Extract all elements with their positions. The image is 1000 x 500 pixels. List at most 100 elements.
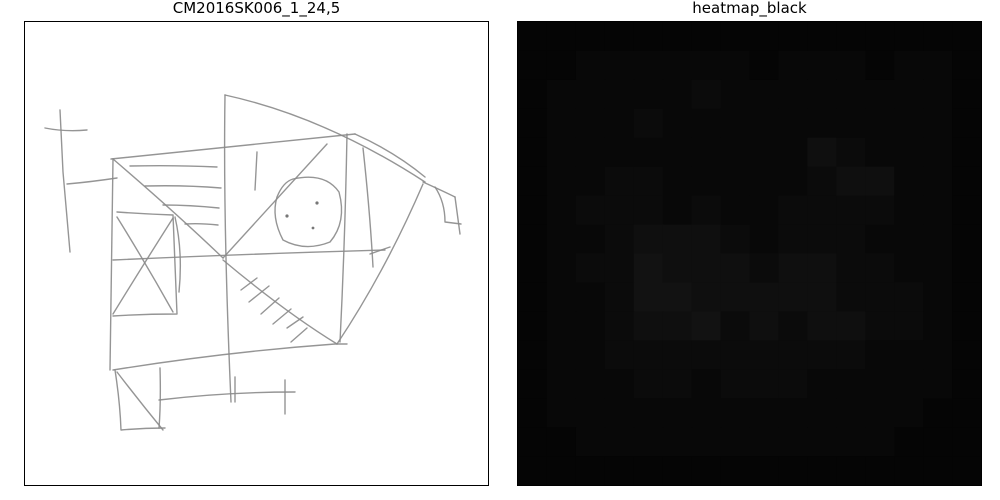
heatmap-cell: [836, 108, 866, 139]
heatmap-cell: [518, 456, 548, 485]
heatmap-cell: [807, 253, 837, 283]
heatmap-cell: [923, 108, 953, 139]
heatmap-cell: [575, 224, 606, 254]
heatmap-cell: [749, 369, 779, 399]
heatmap-cell: [807, 50, 837, 81]
heatmap-cell: [546, 253, 577, 283]
heatmap-cell: [778, 311, 808, 341]
sketch-stroke: [422, 181, 456, 198]
sketch-stroke: [158, 367, 162, 429]
heatmap-cell: [836, 398, 866, 428]
heatmap-cell: [952, 195, 981, 226]
heatmap-cell: [749, 311, 779, 341]
heatmap-cell: [546, 282, 577, 312]
heatmap-cell: [749, 456, 779, 485]
heatmap-cell: [952, 398, 981, 428]
heatmap-cell: [807, 311, 837, 341]
heatmap-cell: [720, 137, 750, 168]
heatmap-cell: [691, 456, 722, 485]
sketch-stroke: [114, 369, 166, 431]
heatmap-cell: [778, 282, 808, 312]
heatmap-cell: [518, 137, 548, 168]
heatmap-cell: [546, 108, 577, 139]
heatmap-cell: [836, 166, 866, 197]
heatmap-cell: [894, 369, 924, 399]
heatmap-cell: [518, 340, 548, 370]
heatmap-cell: [952, 22, 981, 52]
heatmap-cell: [720, 398, 750, 428]
heatmap-cell: [807, 195, 837, 226]
heatmap-cell: [865, 369, 895, 399]
heatmap-cell: [633, 398, 664, 428]
heatmap-cell: [778, 195, 808, 226]
heatmap-cell: [836, 369, 866, 399]
heatmap-cell: [691, 340, 722, 370]
heatmap-cell: [865, 22, 895, 52]
heatmap-cell: [546, 398, 577, 428]
sketch-drawing: [44, 94, 462, 431]
heatmap-cell: [604, 456, 635, 485]
heatmap-cell: [691, 22, 722, 52]
heatmap-cell: [720, 22, 750, 52]
heatmap-cell: [633, 195, 664, 226]
heatmap-cell: [778, 398, 808, 428]
heatmap-cell: [633, 224, 664, 254]
sketch-stroke: [260, 297, 280, 315]
heatmap-cell: [807, 282, 837, 312]
heatmap-cell: [952, 50, 981, 81]
heatmap-cell: [778, 108, 808, 139]
heatmap-cell: [691, 166, 722, 197]
heatmap-cell: [691, 108, 722, 139]
sketch-stroke: [369, 246, 391, 255]
heatmap-cell: [923, 79, 953, 110]
heatmap-cell: [720, 108, 750, 139]
heatmap-cell: [691, 253, 722, 283]
heatmap-cell: [575, 369, 606, 399]
heatmap-cell: [575, 79, 606, 110]
heatmap-cell: [662, 108, 693, 139]
heatmap-cell: [691, 311, 722, 341]
heatmap-cell: [749, 166, 779, 197]
sketch-dot: [285, 214, 289, 218]
heatmap-cell: [518, 79, 548, 110]
heatmap-cell: [923, 195, 953, 226]
heatmap-cell: [952, 427, 981, 457]
heatmap-cell: [720, 50, 750, 81]
heatmap-panel: [517, 21, 982, 486]
sketch-stroke: [158, 391, 296, 401]
heatmap-cell: [836, 456, 866, 485]
heatmap-cell: [749, 137, 779, 168]
heatmap-cell: [807, 340, 837, 370]
heatmap-cell: [633, 282, 664, 312]
heatmap-cell: [546, 311, 577, 341]
heatmap-cell: [518, 224, 548, 254]
heatmap-cell: [604, 224, 635, 254]
sketch-stroke: [272, 308, 292, 325]
heatmap-cell: [836, 311, 866, 341]
heatmap-cell: [749, 195, 779, 226]
heatmap-cell: [546, 369, 577, 399]
heatmap-cell: [894, 311, 924, 341]
heatmap-cell: [518, 253, 548, 283]
heatmap-cell: [923, 427, 953, 457]
heatmap-cell: [575, 311, 606, 341]
heatmap-cell: [575, 166, 606, 197]
heatmap-cell: [807, 369, 837, 399]
heatmap-cell: [546, 456, 577, 485]
sketch-stroke: [354, 133, 426, 178]
heatmap-cell: [546, 340, 577, 370]
heatmap-cell: [662, 369, 693, 399]
heatmap-cell: [923, 311, 953, 341]
heatmap-cell: [575, 50, 606, 81]
heatmap-cell: [923, 369, 953, 399]
heatmap-cell: [604, 340, 635, 370]
heatmap-cell: [894, 224, 924, 254]
heatmap-cell: [778, 137, 808, 168]
heatmap-cell: [546, 427, 577, 457]
heatmap-cell: [807, 166, 837, 197]
heatmap-cell: [633, 50, 664, 81]
heatmap-cell: [778, 253, 808, 283]
heatmap-cell: [720, 456, 750, 485]
heatmap-cell: [778, 456, 808, 485]
heatmap-cell: [894, 253, 924, 283]
